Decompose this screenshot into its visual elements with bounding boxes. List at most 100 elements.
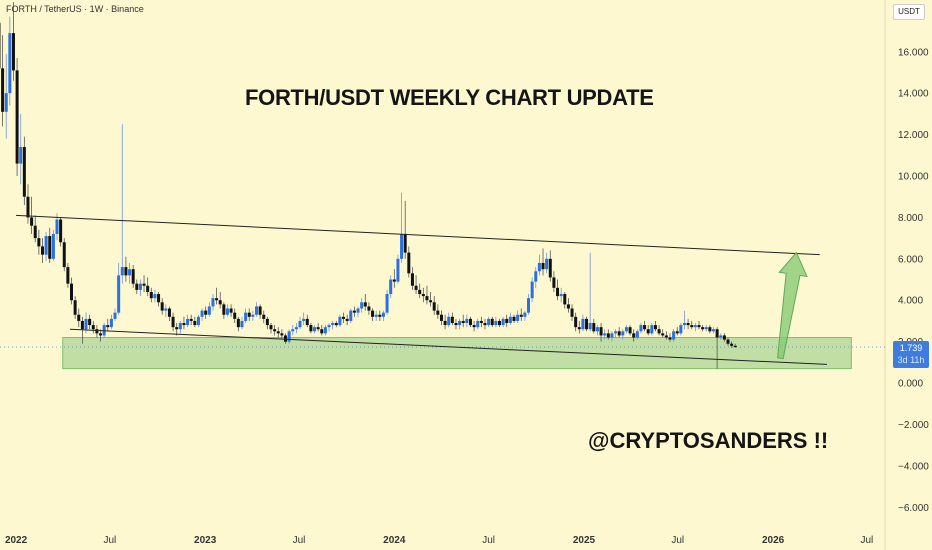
candle-down <box>95 329 99 334</box>
candle-down <box>342 316 346 319</box>
candle-down <box>505 318 509 324</box>
candle-down <box>26 196 30 218</box>
candle-down <box>352 310 356 313</box>
x-tick-label: Jul <box>860 535 873 546</box>
candle-up <box>164 308 168 311</box>
candle-down <box>468 318 472 326</box>
candle-up <box>200 310 204 317</box>
candle-down <box>193 320 197 326</box>
candle-down <box>363 302 367 307</box>
candle-down <box>472 325 476 328</box>
y-tick-label: 12.000 <box>898 130 929 141</box>
candle-up <box>51 233 55 259</box>
candle-down <box>99 333 103 336</box>
candle-down <box>664 335 668 338</box>
candle-down <box>715 329 719 338</box>
candle-down <box>247 312 251 317</box>
candle-down <box>461 320 465 324</box>
symbol-header[interactable]: FORTH / TetherUS · 1W · Binance <box>6 4 144 14</box>
candle-up <box>360 302 364 309</box>
candle-up <box>211 298 215 307</box>
candle-down <box>410 273 414 286</box>
candle-up <box>614 331 618 334</box>
candle-down <box>570 308 574 317</box>
candle-down <box>22 147 26 197</box>
candle-down <box>131 269 135 284</box>
candle-down <box>236 318 240 328</box>
candle-up <box>635 331 639 338</box>
candle-up <box>711 329 715 332</box>
candle-down <box>668 337 672 340</box>
candle-down <box>149 291 153 299</box>
candle-up <box>244 312 248 321</box>
candle-down <box>124 267 128 276</box>
upper-trendline <box>16 214 820 256</box>
candle-down <box>392 279 396 282</box>
y-tick-label: 6.000 <box>898 254 923 265</box>
candle-up <box>117 275 121 313</box>
candle-up <box>588 323 592 330</box>
candle-up <box>207 306 211 315</box>
candle-down <box>730 343 734 346</box>
candle-up <box>704 327 708 330</box>
candle-up <box>4 93 8 112</box>
candle-down <box>222 304 226 315</box>
candle-down <box>432 302 436 311</box>
candle-up <box>240 320 244 328</box>
candle-down <box>80 320 84 330</box>
candle-down <box>175 327 179 330</box>
x-tick-label: 2025 <box>573 535 596 546</box>
candle-up <box>581 318 585 330</box>
y-tick-label: 10.000 <box>898 172 929 183</box>
candle-up <box>527 298 531 313</box>
candle-up <box>8 33 12 94</box>
candle-down <box>439 314 443 321</box>
candle-down <box>367 306 371 311</box>
candle-down <box>403 233 407 253</box>
candle-up <box>196 316 200 326</box>
candle-down <box>345 318 349 321</box>
candle-down <box>733 345 737 348</box>
candle-down <box>215 298 219 301</box>
bar-countdown: 3d 11h <box>897 355 925 365</box>
candle-up <box>396 258 400 282</box>
candle-down <box>708 327 712 332</box>
candle-down <box>218 300 222 305</box>
candle-down <box>33 225 37 239</box>
candle-down <box>37 238 41 247</box>
candle-down <box>73 300 77 315</box>
candle-down <box>454 323 458 326</box>
candle-down <box>66 267 70 284</box>
candle-down <box>519 314 523 317</box>
candle-down <box>182 323 186 326</box>
candle-down <box>171 316 175 328</box>
candle-down <box>646 329 650 334</box>
candle-down <box>233 312 237 319</box>
y-tick-label: 8.000 <box>898 213 923 224</box>
candle-up <box>338 316 342 326</box>
candle-down <box>643 325 647 330</box>
candle-up <box>349 310 353 321</box>
candle-down <box>77 314 81 321</box>
x-tick-label: 2022 <box>5 535 28 546</box>
candle-down <box>585 318 589 330</box>
candle-up <box>508 316 512 324</box>
candle-down <box>653 325 657 330</box>
currency-unit-label[interactable]: USDT <box>893 4 925 20</box>
candle-down <box>11 33 15 71</box>
candle-down <box>512 316 516 321</box>
candle-up <box>530 281 534 299</box>
candle-down <box>135 283 139 290</box>
y-tick-label: −2.000 <box>898 420 929 431</box>
candle-down <box>258 306 262 315</box>
candle-down <box>88 318 92 326</box>
candle-up <box>225 308 229 315</box>
candle-down <box>320 329 324 334</box>
x-tick-label: 2023 <box>194 535 217 546</box>
candle-up <box>109 318 113 328</box>
candle-up <box>113 312 117 319</box>
candle-down <box>490 318 494 326</box>
candle-up <box>327 325 331 328</box>
candle-up <box>595 327 599 332</box>
